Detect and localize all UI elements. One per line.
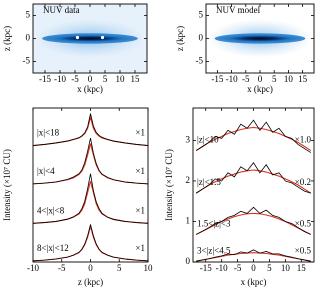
panel: |x|<18 ×1 |x|<4 ×1 4<|x|<8 ×1 8<|x|<12 ×1 -10 -5 0…: [2, 107, 154, 287]
profile-scale: ×1: [135, 205, 145, 215]
x-tick-label: -5: [71, 74, 79, 84]
y-tick-label: 0: [26, 33, 31, 43]
y-axis-label: Intensity (×10⁷ CU): [164, 149, 174, 221]
x-tick-label: 15: [131, 74, 141, 84]
y-tick-label: 3: [186, 134, 191, 144]
model-line: [195, 169, 312, 194]
x-tick-label: 0: [88, 74, 93, 84]
x-axis-label: x (kpc): [241, 277, 267, 287]
panel: |z|<10 ×1.0 |z|<1.5 ×0.2 1.5<|z|<3 ×0.5 3<|z|<…: [164, 107, 315, 287]
profile-scale: ×1.0: [295, 135, 312, 145]
y-tick-label: 1: [186, 216, 191, 226]
profile-scale: ×1: [135, 128, 145, 138]
x-axis-label: x (kpc): [77, 84, 103, 94]
y-axis-label: z (kpc): [175, 26, 185, 51]
x-tick-label: 5: [117, 263, 122, 273]
profile-scale: ×0.5: [295, 245, 312, 255]
y-tick-label: 0: [186, 256, 191, 266]
panel-title: NUV data: [43, 5, 80, 15]
data-line: [32, 173, 149, 224]
data-line: [32, 137, 149, 185]
x-tick-label: 0: [251, 263, 256, 273]
y-axis-label: Intensity (×10⁷ CU): [2, 149, 12, 221]
y-axis-label: z (kpc): [2, 26, 12, 51]
x-tick-label: -10: [216, 263, 228, 273]
profile-label: |z|<1.5: [197, 177, 221, 187]
image: [33, 4, 147, 73]
profile-scale: ×0.5: [295, 219, 312, 229]
image: [206, 4, 314, 73]
panel-title: NUV model: [216, 5, 261, 15]
x-tick-label: -10: [27, 263, 39, 273]
x-tick-label: 0: [88, 263, 93, 273]
model-line: [195, 212, 312, 235]
profile-scale: ×0.2: [295, 177, 311, 187]
x-tick-label: 0: [258, 74, 263, 84]
profile-label: 4<|x|<8: [37, 205, 65, 215]
model-line: [195, 126, 312, 152]
x-tick-label: 10: [116, 74, 126, 84]
core: [44, 34, 136, 43]
profile-label: |x|<4: [37, 166, 55, 176]
profile-label: |z|<10: [197, 135, 219, 145]
data-line: [195, 206, 311, 235]
profile-scale: ×1: [135, 166, 145, 176]
x-tick-label: -15: [211, 74, 223, 84]
x-tick-label: 10: [281, 263, 291, 273]
profile-label: |x|<18: [37, 128, 60, 138]
x-tick-label: -5: [58, 263, 66, 273]
profile-label: 3<|z|<4.5: [197, 245, 231, 255]
profile-label: 1.5<|z|<3: [197, 219, 231, 229]
x-axis-label: x (kpc): [247, 84, 273, 94]
x-tick-label: 15: [298, 74, 308, 84]
y-tick-label: 5: [199, 10, 204, 20]
core: [216, 34, 304, 43]
model-line: [32, 181, 149, 224]
y-tick-label: 0: [199, 33, 204, 43]
x-tick-label: 5: [103, 74, 108, 84]
point-source: [75, 35, 80, 40]
data-line: [196, 249, 311, 262]
x-tick-label: 15: [297, 263, 307, 273]
x-tick-label: -15: [200, 263, 212, 273]
y-tick-label: 2: [186, 175, 191, 185]
y-tick-label: -5: [23, 56, 31, 66]
x-tick-label: -5: [242, 74, 250, 84]
profile-label: 8<|x|<12: [37, 243, 69, 253]
x-tick-label: 10: [284, 74, 294, 84]
profile-scale: ×1: [135, 243, 145, 253]
x-tick-label: 5: [267, 263, 272, 273]
y-tick-label: 5: [26, 10, 31, 20]
point-source: [100, 35, 105, 40]
data-line: [32, 224, 149, 262]
x-tick-label: 5: [272, 74, 277, 84]
x-tick-label: 10: [144, 263, 154, 273]
x-axis-label: z (kpc): [78, 277, 103, 287]
x-tick-label: -5: [234, 263, 242, 273]
data-line: [32, 113, 149, 146]
x-tick-label: -10: [54, 74, 66, 84]
model-line: [32, 143, 149, 185]
x-tick-label: -15: [39, 74, 51, 84]
data-line: [195, 162, 311, 194]
y-tick-label: -5: [196, 56, 204, 66]
data-line: [195, 119, 312, 153]
x-tick-label: -10: [226, 74, 238, 84]
